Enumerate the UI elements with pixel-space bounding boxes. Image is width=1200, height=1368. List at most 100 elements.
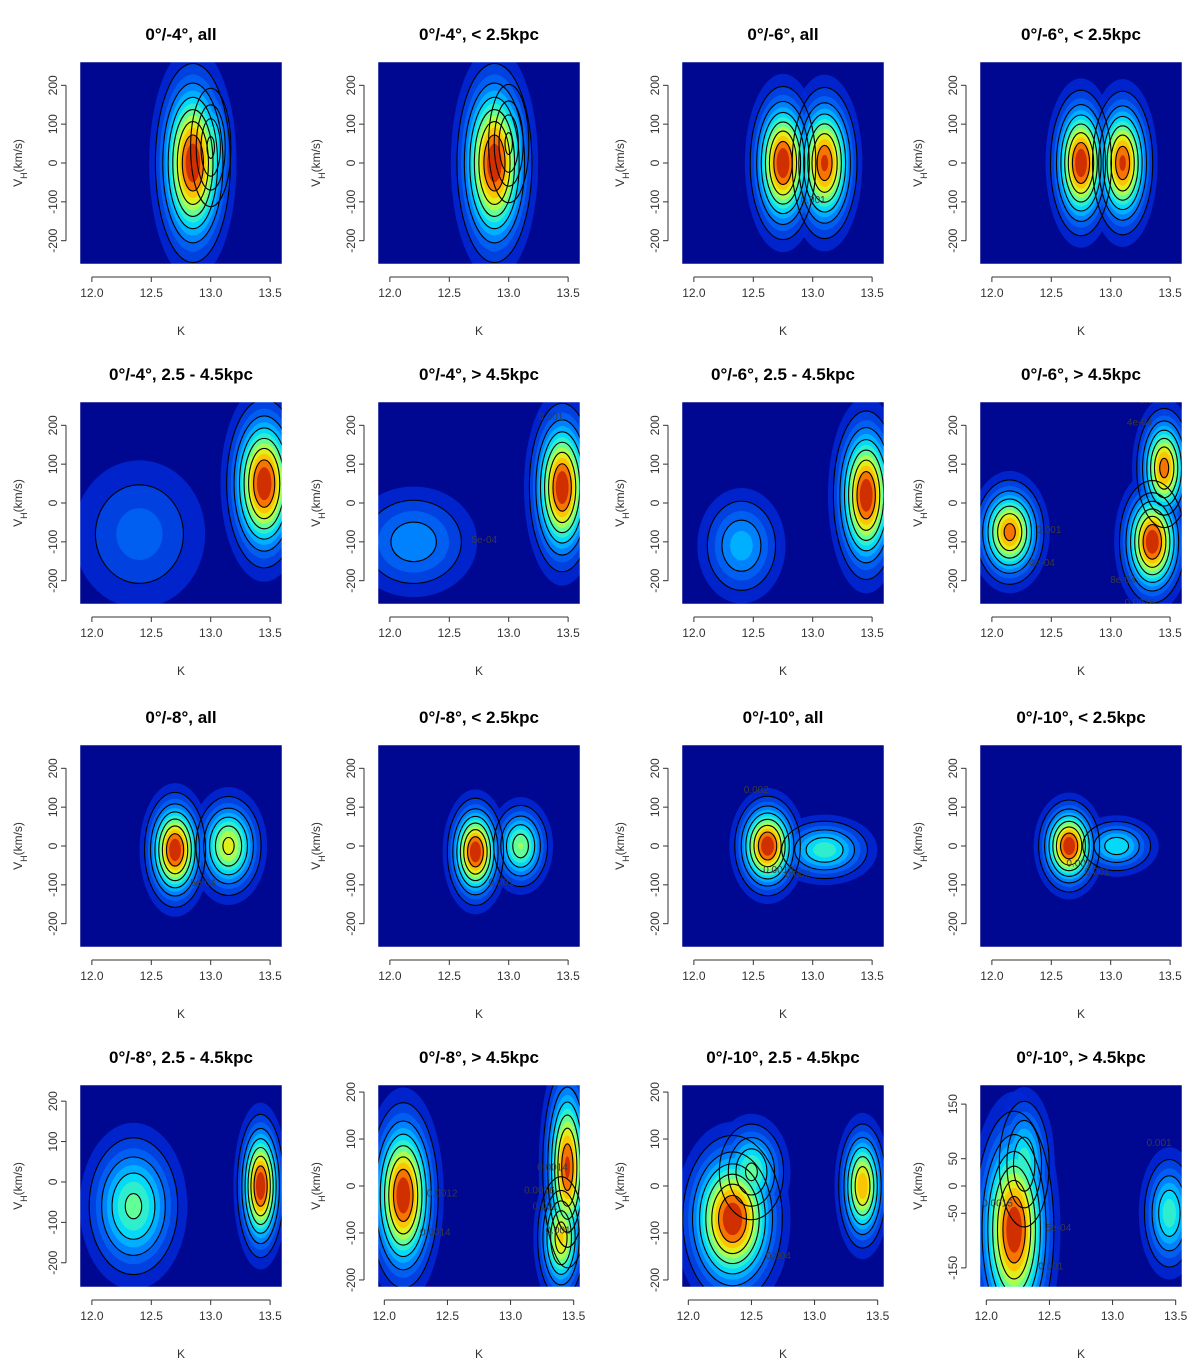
x-tick-label: 13.5 xyxy=(562,1309,586,1323)
density-map xyxy=(682,402,884,604)
y-tick-label: 0 xyxy=(648,159,662,166)
y-tick-label: -200 xyxy=(344,568,358,592)
contour-line xyxy=(542,1085,580,1269)
contour-line xyxy=(546,1200,576,1275)
density-level xyxy=(857,1173,868,1199)
panel-title: 0°/-6°, < 2.5kpc xyxy=(1021,25,1141,44)
x-tick-label: 13.0 xyxy=(497,286,521,300)
x-axis-label: K xyxy=(177,1347,185,1361)
contour-line xyxy=(1091,90,1154,236)
y-tick-label: 200 xyxy=(946,75,960,95)
density-level xyxy=(222,837,235,855)
contour-line xyxy=(537,1176,580,1287)
y-tick-label: 50 xyxy=(946,1152,960,1166)
density-map: 0.0014 0.001 0.0014 0.0012 0.001 0.0016 xyxy=(378,1085,580,1287)
contour-line xyxy=(757,831,778,861)
density-map: 0.001 0.0015 0.001 5e-04 xyxy=(980,1085,1182,1287)
contour-label: 8e-04 xyxy=(1110,575,1136,586)
contour-line xyxy=(238,427,282,540)
x-tick-label: 13.5 xyxy=(1158,286,1182,300)
x-tick-label: 12.5 xyxy=(140,969,164,983)
x-axis-label: K xyxy=(475,324,483,338)
y-tick-label: 0 xyxy=(46,499,60,506)
contour-line xyxy=(550,1210,573,1266)
contour-line xyxy=(456,815,495,888)
density-level xyxy=(730,530,753,561)
contour-line xyxy=(554,1221,568,1254)
y-tick-label: -100 xyxy=(648,873,662,897)
y-tick-label: -200 xyxy=(344,228,358,252)
contour-line xyxy=(1138,515,1167,568)
x-tick-label: 13.5 xyxy=(556,969,580,983)
y-tick-label: -50 xyxy=(946,1204,960,1222)
x-tick-label: 12.0 xyxy=(682,969,706,983)
x-axis-label: K xyxy=(1077,1347,1085,1361)
y-tick-label: 0 xyxy=(344,499,358,506)
x-tick-label: 12.5 xyxy=(140,286,164,300)
y-tick-label: -200 xyxy=(648,228,662,252)
x-tick-label: 12.5 xyxy=(438,626,462,640)
contour-line xyxy=(1098,105,1148,221)
density-level xyxy=(859,478,873,512)
density-level xyxy=(116,508,163,560)
y-tick-label: 100 xyxy=(344,797,358,817)
y-tick-label: 200 xyxy=(46,415,60,435)
density-map: 5e-04 xyxy=(80,745,282,947)
contour-line xyxy=(1125,492,1180,592)
y-axis-label: VH(km/s) xyxy=(11,1162,29,1210)
y-tick-label: -100 xyxy=(648,190,662,214)
contour-line xyxy=(552,463,572,512)
contour-line xyxy=(1143,1158,1182,1268)
contour-line xyxy=(176,121,210,205)
panel-13: 0°/-8°, > 4.5kpc 0.00140.0010.00140.00120… xyxy=(309,1048,586,1361)
contour-label: 0.004 xyxy=(766,1251,791,1262)
x-tick-label: 13.0 xyxy=(801,969,825,983)
contour-label: 4e-04 xyxy=(1127,417,1153,428)
contour-line xyxy=(773,140,793,186)
contour-line xyxy=(500,815,541,877)
y-tick-label: -100 xyxy=(648,530,662,554)
contour-line xyxy=(378,499,462,584)
x-axis-label: K xyxy=(177,1007,185,1021)
panel-title: 0°/-8°, > 4.5kpc xyxy=(419,1048,539,1067)
contour-line xyxy=(794,829,856,871)
y-axis-label: VH(km/s) xyxy=(309,479,327,527)
density-level xyxy=(1145,529,1159,554)
panel-6: 0°/-6°, 2.5 - 4.5kpc -200 -100 0 100 200 VH(km… xyxy=(613,365,885,678)
x-axis-label: K xyxy=(779,324,787,338)
contour-line xyxy=(554,1114,580,1220)
contour-line xyxy=(1052,820,1086,872)
y-tick-label: 100 xyxy=(344,454,358,474)
y-tick-label: -200 xyxy=(46,1250,60,1274)
y-tick-label: 100 xyxy=(46,454,60,474)
contour-line xyxy=(528,402,580,573)
y-tick-label: -100 xyxy=(344,873,358,897)
contour-line xyxy=(1082,820,1152,872)
x-tick-label: 13.0 xyxy=(1099,286,1123,300)
contour-line xyxy=(172,109,214,217)
plot-frame xyxy=(979,1084,1183,1288)
x-tick-label: 12.5 xyxy=(438,286,462,300)
y-tick-label: -100 xyxy=(648,1221,662,1245)
density-level xyxy=(776,148,790,178)
x-tick-label: 12.0 xyxy=(378,286,402,300)
y-tick-label: -100 xyxy=(344,190,358,214)
x-tick-label: 12.0 xyxy=(80,1309,104,1323)
contour-line xyxy=(1151,1175,1182,1252)
contour-line xyxy=(379,1133,427,1258)
contour-line xyxy=(181,134,205,192)
panel-10: 0°/-10°, all0.0020.00180.002-200-1000100… xyxy=(613,708,885,1021)
y-tick-label: -200 xyxy=(648,1268,662,1292)
contour-line xyxy=(996,1179,1032,1280)
contour-label: 4e-04 xyxy=(1029,558,1055,569)
density-map: 4e-04 8e-04 0.0012 0.001 0.0016 4e-04 xyxy=(980,402,1182,604)
density-level xyxy=(125,1193,142,1219)
y-tick-label: 0 xyxy=(648,842,662,849)
x-tick-label: 13.0 xyxy=(199,1309,223,1323)
y-tick-label: -100 xyxy=(344,530,358,554)
contour-line xyxy=(1038,799,1101,893)
contour-line xyxy=(247,1146,274,1226)
